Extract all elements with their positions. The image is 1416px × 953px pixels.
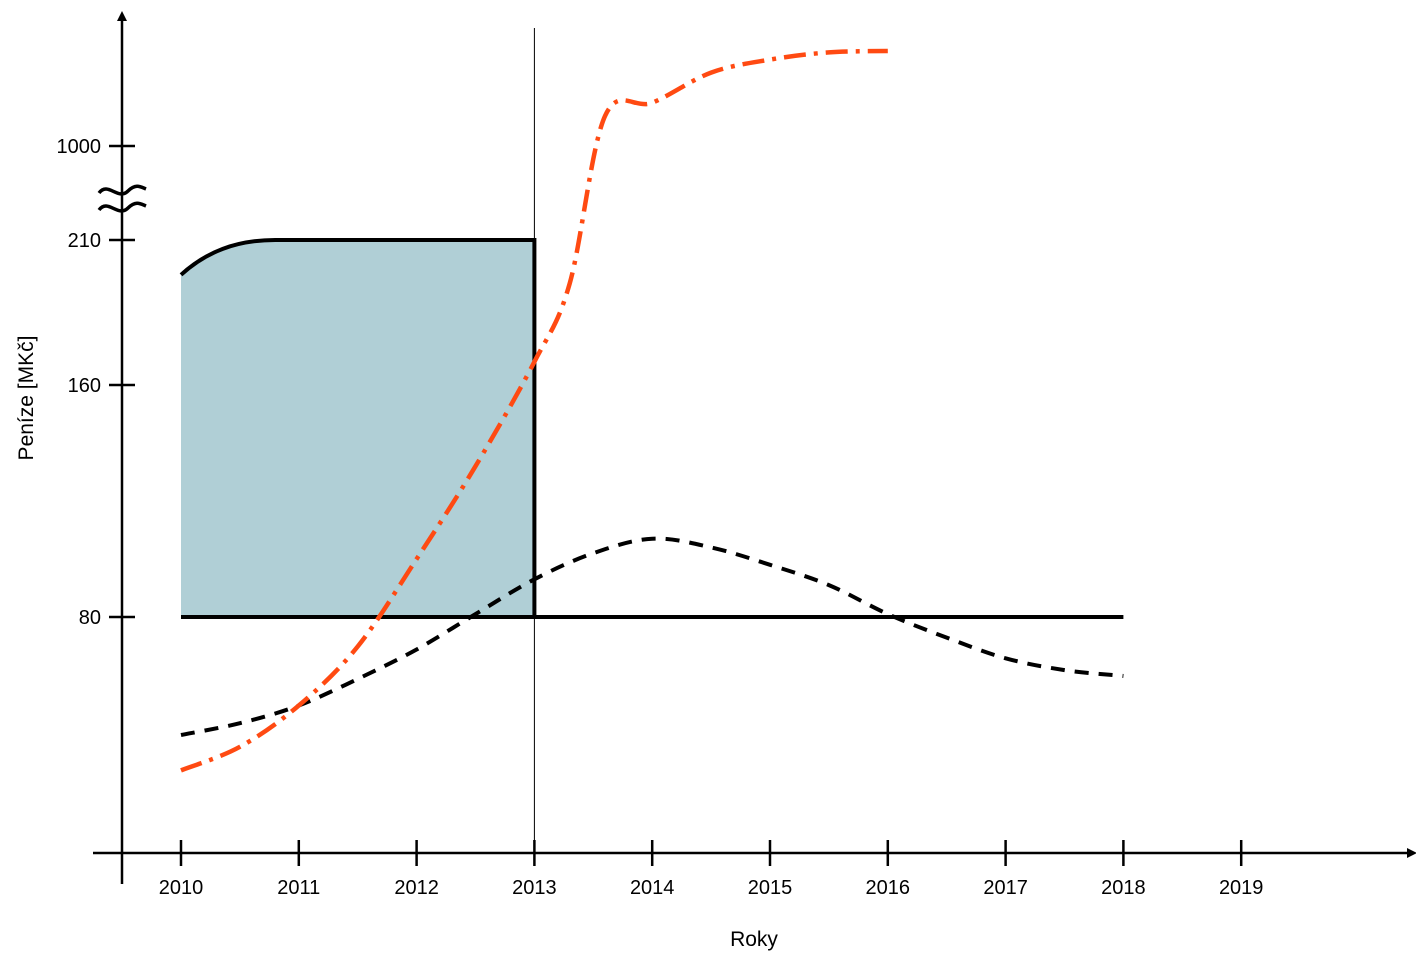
x-tick-label: 2019 bbox=[1219, 877, 1264, 899]
x-ticks: 2010 2011 2012 2013 2014 2015 2016 2017 2018 2019 bbox=[159, 840, 1264, 899]
y-axis-break bbox=[97, 184, 147, 213]
x-tick-label: 2010 bbox=[159, 877, 204, 899]
y-axis-title: Peníze [MKč] bbox=[15, 336, 38, 461]
x-tick-label: 2018 bbox=[1101, 877, 1146, 899]
y-tick-label: 1000 bbox=[57, 136, 102, 158]
x-tick-label: 2013 bbox=[512, 877, 557, 899]
y-ticks: 80 160 210 1000 bbox=[57, 136, 135, 629]
series-dashed bbox=[180, 536, 1124, 737]
x-axis-title: Roky bbox=[730, 928, 778, 951]
x-tick-label: 2017 bbox=[983, 877, 1028, 899]
y-tick-label: 80 bbox=[79, 607, 101, 629]
x-tick-label: 2011 bbox=[277, 877, 320, 899]
x-tick-label: 2012 bbox=[394, 877, 439, 899]
shaded-area bbox=[181, 240, 535, 617]
series-layer bbox=[179, 48, 1124, 773]
y-tick-label: 160 bbox=[68, 375, 101, 397]
y-tick-label: 210 bbox=[68, 230, 101, 252]
x-tick-label: 2014 bbox=[630, 877, 675, 899]
x-tick-label: 2016 bbox=[866, 877, 911, 899]
series-solid bbox=[179, 238, 1124, 619]
x-tick-label: 2015 bbox=[748, 877, 793, 899]
